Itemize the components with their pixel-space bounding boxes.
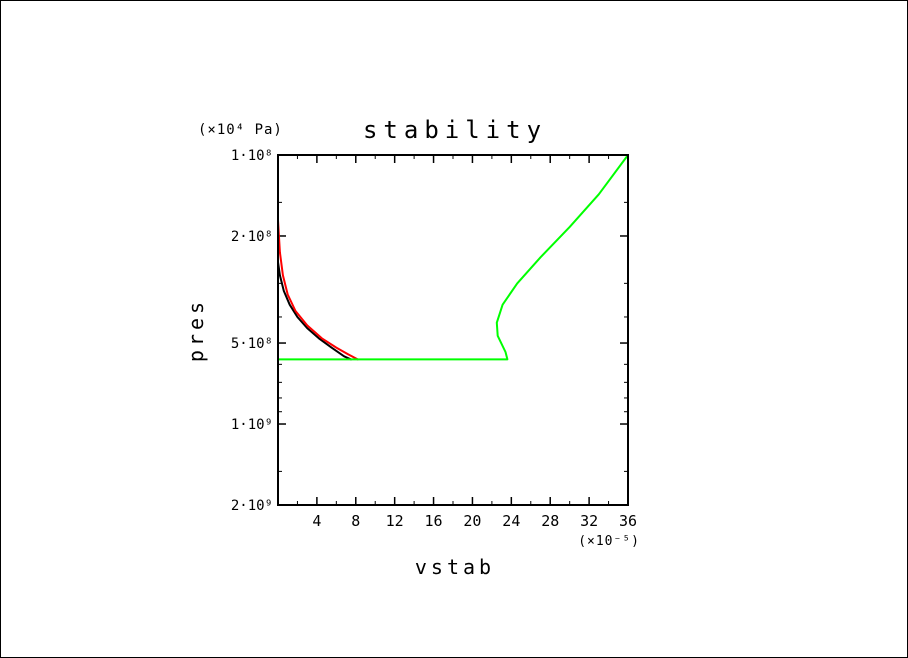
x-tick-label: 8 bbox=[351, 512, 360, 530]
series-line-2 bbox=[277, 154, 359, 361]
y-axis-label: pres bbox=[184, 298, 208, 362]
y-tick-label: 1·10⁹ bbox=[231, 417, 273, 433]
x-tick-label: 12 bbox=[386, 512, 404, 530]
x-tick-label: 32 bbox=[580, 512, 598, 530]
x-tick-label: 20 bbox=[463, 512, 481, 530]
x-axis-multiplier: (×10⁻⁵) bbox=[578, 534, 640, 549]
x-tick-label: 28 bbox=[541, 512, 559, 530]
series-line-3 bbox=[277, 154, 629, 506]
x-tick-label: 36 bbox=[619, 512, 637, 530]
y-tick-label: 2·10⁸ bbox=[231, 229, 273, 245]
y-tick-label: 5·10⁸ bbox=[231, 336, 273, 352]
axis-ticks: 4 8 12 16 20 24 28 32 36 1·10⁸ 2·10⁸ 5·10⁸ 1·10⁹ 2·10… bbox=[231, 148, 637, 530]
x-axis-label: vstab bbox=[415, 555, 495, 579]
y-tick-label: 2·10⁹ bbox=[231, 498, 273, 514]
x-tick-label: 24 bbox=[502, 512, 520, 530]
plot-area-border bbox=[277, 154, 629, 506]
y-axis-unit: (×10⁴ Pa) bbox=[198, 122, 283, 138]
series-line-1 bbox=[277, 261, 352, 361]
x-tick-label: 16 bbox=[425, 512, 443, 530]
series-layer bbox=[277, 154, 629, 506]
y-tick-label: 1·10⁸ bbox=[231, 148, 273, 164]
chart-title: stability bbox=[363, 116, 547, 144]
x-tick-label: 4 bbox=[312, 512, 321, 530]
